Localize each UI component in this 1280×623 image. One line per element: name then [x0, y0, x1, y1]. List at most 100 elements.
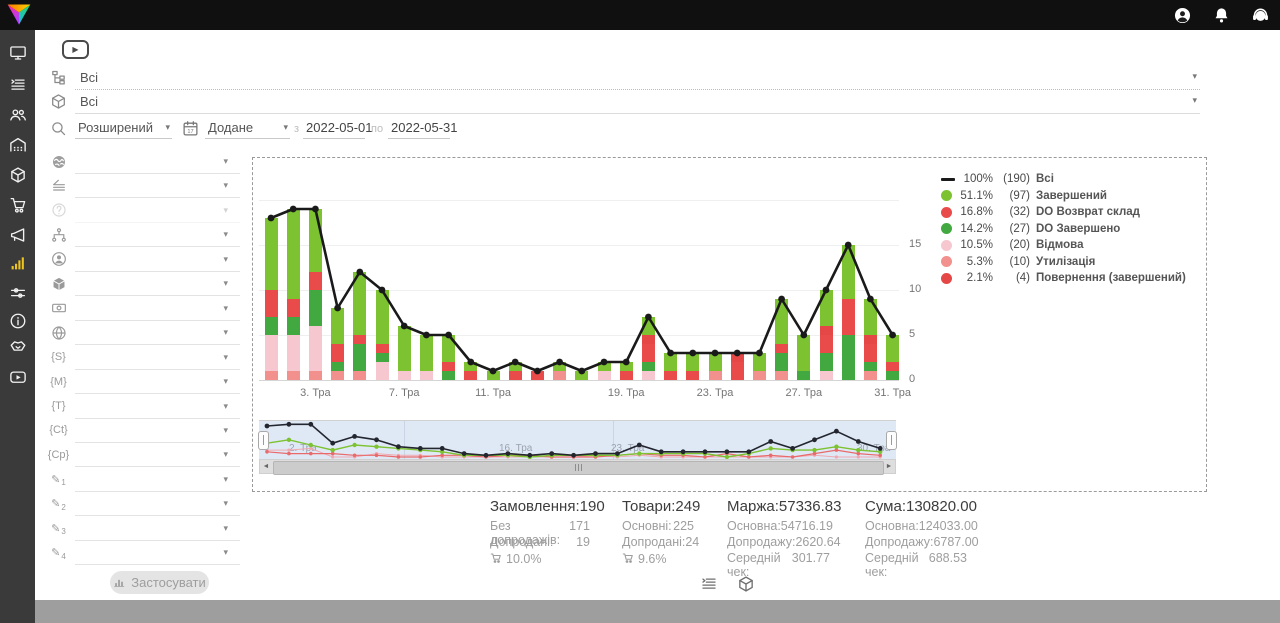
- legend-item[interactable]: 2.1% (4) Повернення (завершений): [941, 270, 1201, 287]
- legend-item[interactable]: 5.3% (10) Утилізація: [941, 254, 1201, 271]
- category-select[interactable]: Всі ▾: [52, 68, 1200, 90]
- filter-select-11[interactable]: {T} ▾: [51, 397, 240, 419]
- sidebar-item-video[interactable]: [0, 368, 35, 390]
- chevron-down-icon: ▾: [223, 204, 228, 215]
- headset-icon[interactable]: [1251, 6, 1270, 25]
- customers-icon: [9, 106, 27, 129]
- sidebar-item-orders[interactable]: [0, 76, 35, 98]
- view-toggle-package[interactable]: [735, 575, 757, 595]
- filter-select-13[interactable]: {Cp} ▾: [48, 445, 240, 468]
- megaphone-icon: [9, 226, 27, 249]
- date-to-input[interactable]: 2022-05-31: [388, 118, 458, 139]
- bar-segment: [353, 335, 367, 344]
- search-mode-select[interactable]: Розширений ▾: [75, 118, 172, 139]
- filter-select-14[interactable]: ✎ 1 ▾: [51, 470, 240, 492]
- stat-sub-label: Допродані:: [490, 535, 554, 549]
- video-tutorial-button[interactable]: ▶: [62, 40, 89, 59]
- legend-count: (4): [1015, 272, 1030, 285]
- user-icon[interactable]: [1173, 6, 1192, 25]
- bar-segment: [752, 371, 766, 380]
- bell-icon[interactable]: [1212, 6, 1231, 25]
- stat-sub-value: 2620.64: [795, 535, 841, 549]
- date-from-value: 2022-05-01: [306, 120, 373, 135]
- filter-select-5[interactable]: ▾: [51, 250, 240, 272]
- legend-percent: 100%: [963, 173, 993, 186]
- sidebar-item-handshake[interactable]: [0, 337, 35, 359]
- apply-button[interactable]: Застосувати: [110, 571, 209, 594]
- sidebar-item-sliders[interactable]: [0, 284, 35, 306]
- app-logo[interactable]: [5, 1, 33, 29]
- legend-item[interactable]: 14.2% (27) DO Завершено: [941, 221, 1201, 238]
- legend-count: (32): [1009, 206, 1030, 219]
- sidebar-item-monitor[interactable]: [0, 44, 35, 66]
- bar-segment: [863, 335, 877, 344]
- tag-icon: {Cp}: [47, 448, 70, 461]
- bar-segment: [375, 362, 389, 380]
- filter-select-17[interactable]: ✎ 4 ▾: [51, 543, 240, 566]
- filter-select-1[interactable]: ▾: [52, 152, 240, 174]
- bar-segment: [664, 353, 678, 371]
- date-from-label: з: [294, 123, 300, 135]
- date-from-input[interactable]: 2022-05-01: [303, 118, 373, 139]
- legend-item[interactable]: 16.8% (32) DO Возврат склад: [941, 204, 1201, 221]
- bar-segment: [819, 335, 833, 353]
- navigator-tick: 23. Тра: [611, 443, 645, 454]
- sitemap-icon: [50, 226, 67, 243]
- product-select[interactable]: Всі ▾: [52, 92, 1200, 114]
- sidebar-item-warehouse[interactable]: [0, 136, 35, 158]
- filter-select-7[interactable]: ▾: [51, 299, 240, 321]
- filter-select-4[interactable]: ▾: [51, 225, 240, 248]
- bar-segment: [264, 335, 278, 371]
- bar-segment: [686, 353, 700, 371]
- sidebar-item-info[interactable]: [0, 312, 35, 334]
- stat-value: 249: [675, 498, 701, 515]
- date-field-value: Додане: [208, 120, 254, 135]
- sidebar-item-megaphone[interactable]: [0, 226, 35, 248]
- sidebar-item-package[interactable]: [0, 166, 35, 188]
- chart-scrollbar[interactable]: ◄ ►: [259, 459, 896, 475]
- scroll-right-arrow[interactable]: ►: [885, 463, 893, 470]
- navigator-left-handle[interactable]: [258, 431, 269, 450]
- stat-sub-value: 19: [576, 535, 590, 549]
- date-field-select[interactable]: Додане ▾: [205, 118, 290, 139]
- filter-select-8[interactable]: ▾: [51, 323, 240, 346]
- legend-label: Повернення (завершений): [1036, 272, 1186, 285]
- play-icon: ▶: [72, 45, 79, 54]
- bar-segment: [775, 353, 789, 371]
- warehouse-icon: [9, 136, 27, 159]
- chevron-down-icon: ▾: [223, 351, 228, 362]
- bar-segment: [841, 299, 855, 335]
- filter-select-12[interactable]: {Ct} ▾: [49, 421, 240, 443]
- legend-item[interactable]: 51.1% (97) Завершений: [941, 188, 1201, 205]
- stat-title: Замовлення:: [490, 498, 580, 515]
- cube-icon: [50, 275, 67, 292]
- legend-item[interactable]: 10.5% (20) Відмова: [941, 237, 1201, 254]
- chart-navigator[interactable]: 2. Тра 16. Тра 23. Тра 30. Тра: [258, 420, 897, 460]
- bar-segment: [641, 344, 655, 362]
- tag-icon: {T}: [51, 400, 66, 412]
- sidebar-item-customers[interactable]: [0, 106, 35, 128]
- sidebar-item-stats[interactable]: [0, 254, 35, 276]
- filter-select-9[interactable]: {S} ▾: [51, 348, 240, 370]
- view-toggle-orders[interactable]: [698, 575, 720, 595]
- bar-segment: [375, 344, 389, 353]
- scroll-left-arrow[interactable]: ◄: [262, 463, 270, 470]
- navigator-right-handle[interactable]: [886, 431, 897, 450]
- line-marker-icon: [941, 178, 955, 181]
- funnel-icon: [50, 177, 67, 194]
- bar-segment: [286, 371, 300, 380]
- chevron-down-icon: ▾: [1192, 95, 1197, 105]
- scrollbar-thumb[interactable]: [273, 460, 884, 475]
- filter-select-10[interactable]: {M} ▾: [50, 372, 240, 395]
- legend-item[interactable]: 100% (190) Всі: [941, 171, 1201, 188]
- video-icon: [9, 368, 27, 391]
- sidebar-item-trolley[interactable]: [0, 196, 35, 218]
- filter-select-3[interactable]: ▾: [51, 201, 240, 223]
- bar-segment: [353, 371, 367, 380]
- bar-segment: [308, 290, 322, 326]
- banknote-icon: [50, 300, 67, 317]
- filter-select-2[interactable]: ▾: [52, 176, 240, 199]
- filter-select-15[interactable]: ✎ 2 ▾: [51, 494, 240, 517]
- filter-select-6[interactable]: ▾: [52, 274, 240, 297]
- filter-select-16[interactable]: ✎ 3 ▾: [51, 519, 240, 541]
